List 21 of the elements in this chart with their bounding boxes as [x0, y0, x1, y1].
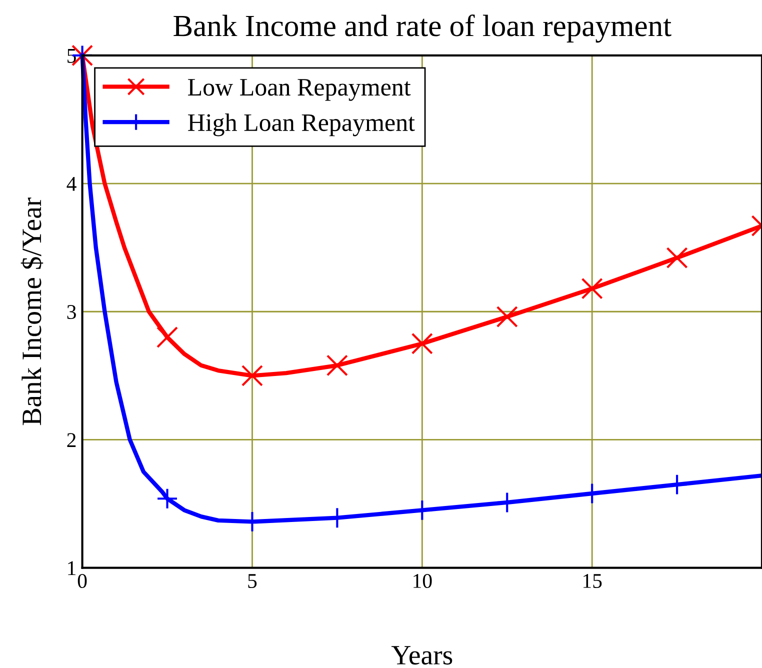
point — [241, 364, 263, 386]
point — [666, 247, 688, 269]
legend-label: Low Loan Repayment — [188, 79, 411, 101]
point — [581, 278, 603, 300]
y-tick-label: 1 — [68, 561, 76, 576]
x-axis-title: Years — [391, 646, 452, 665]
point — [496, 306, 518, 328]
legend-label: High Loan Repayment — [188, 113, 415, 136]
point — [156, 326, 178, 348]
point — [326, 354, 348, 376]
y-tick-label: 4 — [66, 177, 76, 191]
chart-title: Bank Income and rate of loan repayment — [174, 14, 672, 43]
x-tick-label: 5 — [248, 574, 257, 588]
point — [156, 488, 178, 510]
y-tick-label: 3 — [67, 305, 76, 320]
y-axis-title: Bank Income $/Year — [20, 198, 44, 426]
y-tick-label: 2 — [67, 433, 76, 447]
x-tick-label: 15 — [583, 574, 602, 588]
x-tick-label: 10 — [414, 574, 432, 588]
x-tick-label: 0 — [78, 574, 87, 588]
point — [411, 332, 433, 354]
